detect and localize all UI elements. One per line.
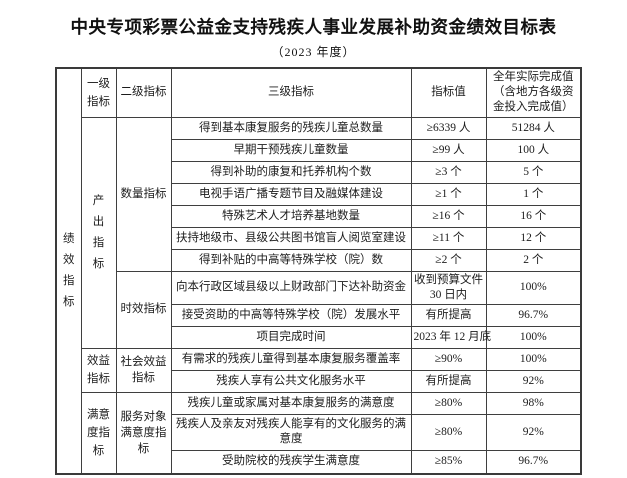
actual-cell: 100% [485, 325, 582, 349]
page-title: 中央专项彩票公益金支持残疾人事业发展补助资金绩效目标表 [70, 17, 557, 37]
indicator-cell: 项目完成时间 [170, 325, 412, 349]
actual-cell: 92% [485, 369, 582, 393]
actual-cell: 5 个 [485, 160, 582, 184]
table-row: 受助院校的残疾学生满意度 ≥85% 96.7% [56, 449, 582, 475]
header-target-value: 指标值 [410, 67, 487, 118]
indicator-cell: 得到补贴的中高等特殊学校（院）数 [170, 248, 412, 272]
target-cell: ≥80% [410, 413, 487, 451]
target-cell: ≥1 个 [410, 182, 487, 206]
indicator-cell: 得到基本康复服务的残疾儿童总数量 [170, 116, 412, 140]
indicator-cell: 受助院校的残疾学生满意度 [170, 449, 412, 475]
level1-satisfaction-label: 满意度指标 [87, 408, 110, 457]
level2-social-benefit-label: 社会效益指标 [120, 356, 167, 384]
target-cell: 2023 年 12 月底 [410, 325, 491, 349]
header-level1-label: 一级指标 [87, 77, 110, 108]
target-cell: 有所提高 [410, 303, 487, 327]
level2-service-satisfaction-label: 服务对象满意度指标 [120, 410, 167, 455]
actual-cell: 98% [485, 391, 582, 415]
level2-cell-timeliness: 时效指标 [115, 270, 172, 349]
table-row: 效益指标 社会效益指标 有需求的残疾儿童得到基本康复服务覆盖率 ≥90% 100… [56, 347, 582, 393]
indicator-cell: 向本行政区域县级以上财政部门下达补助资金 [170, 270, 412, 305]
target-cell: 收到预算文件 30 日内 [410, 270, 487, 305]
target-cell: ≥2 个 [410, 248, 487, 272]
table-row: 时效指标 向本行政区域县级以上财政部门下达补助资金 收到预算文件 30 日内 1… [56, 270, 582, 349]
actual-cell: 1 个 [485, 182, 582, 206]
level2-cell-quantity: 数量指标 [115, 116, 172, 272]
actual-cell: 100 人 [485, 138, 582, 162]
table-row: 产出指标 数量指标 得到基本康复服务的残疾儿童总数量 ≥6339 人 51284… [56, 116, 582, 349]
target-cell: ≥16 个 [410, 204, 487, 228]
actual-cell: 100% [485, 347, 582, 371]
page-subtitle: （2023 年度） [271, 45, 356, 59]
level1-benefit-label: 效益指标 [87, 355, 110, 385]
level2-cell-service-satisfaction: 服务对象满意度指标 [115, 391, 172, 475]
indicator-cell: 特殊艺术人才培养基地数量 [170, 204, 412, 228]
corner-label: 绩效指标 [63, 233, 75, 308]
actual-cell: 96.7% [485, 449, 582, 475]
target-cell: ≥85% [410, 449, 487, 475]
actual-cell: 16 个 [485, 204, 582, 228]
target-cell: ≥3 个 [410, 160, 487, 184]
header-level3: 三级指标 [170, 67, 412, 118]
table-row: 残疾人及亲友对残疾人能享有的文化服务的满意度 ≥80% 92% [56, 413, 582, 451]
actual-cell: 51284 人 [485, 116, 582, 140]
actual-cell: 12 个 [485, 226, 582, 250]
level1-cell-satisfaction: 满意度指标 [80, 391, 117, 475]
table-row: 接受资助的中高等特殊学校（院）发展水平 有所提高 96.7% [56, 303, 582, 327]
indicator-cell: 残疾人及亲友对残疾人能享有的文化服务的满意度 [170, 413, 412, 451]
actual-cell: 92% [485, 413, 582, 451]
actual-cell: 100% [485, 270, 582, 305]
target-cell: ≥80% [410, 391, 487, 415]
level1-output-label: 产出指标 [92, 194, 105, 270]
indicator-cell: 残疾儿童或家属对基本康复服务的满意度 [170, 391, 412, 415]
level1-cell-output: 产出指标 [80, 116, 117, 349]
table-row: 得到补助的康复和托养机构个数 ≥3 个 5 个 [56, 160, 582, 184]
performance-table: 绩效指标 一级指标 二级指标 三级指标 指标值 全年实际完成值 （含地方各级资 … [55, 67, 582, 475]
level2-cell-social-benefit: 社会效益指标 [115, 347, 172, 393]
indicator-cell: 电视手语广播专题节目及融媒体建设 [170, 182, 412, 206]
table-header-row: 绩效指标 一级指标 二级指标 三级指标 指标值 全年实际完成值 （含地方各级资 … [55, 67, 582, 475]
indicator-cell: 得到补助的康复和托养机构个数 [170, 160, 412, 184]
indicator-cell: 早期干预残疾儿童数量 [170, 138, 412, 162]
actual-cell: 2 个 [485, 248, 582, 272]
target-cell: ≥99 人 [410, 138, 487, 162]
header-level2: 二级指标 [115, 67, 172, 118]
target-cell: 有所提高 [410, 369, 487, 393]
indicator-cell: 残疾人享有公共文化服务水平 [170, 369, 412, 393]
table-row: 项目完成时间 2023 年 12 月底 100% [56, 325, 582, 349]
indicator-cell: 接受资助的中高等特殊学校（院）发展水平 [170, 303, 412, 327]
performance-table-container: 绩效指标 一级指标 二级指标 三级指标 指标值 全年实际完成值 （含地方各级资 … [55, 67, 582, 475]
table-row: 得到补贴的中高等特殊学校（院）数 ≥2 个 2 个 [56, 248, 582, 272]
table-row: 残疾人享有公共文化服务水平 有所提高 92% [56, 369, 582, 393]
target-cell: ≥90% [410, 347, 487, 371]
level1-cell-benefit: 效益指标 [80, 347, 117, 393]
indicator-cell: 扶持地级市、县级公共图书馆盲人阅览室建设 [170, 226, 412, 250]
target-cell: ≥11 个 [410, 226, 487, 250]
actual-cell: 96.7% [485, 303, 582, 327]
level2-quantity-label: 数量指标 [120, 187, 167, 200]
header-actual-value: 全年实际完成值 （含地方各级资 金投入完成值） [485, 67, 582, 118]
table-row: 扶持地级市、县级公共图书馆盲人阅览室建设 ≥11 个 12 个 [56, 226, 582, 250]
level2-timeliness-label: 时效指标 [120, 303, 167, 315]
table-row: 特殊艺术人才培养基地数量 ≥16 个 16 个 [56, 204, 582, 228]
target-cell: ≥6339 人 [410, 116, 487, 140]
header-level1: 一级指标 [80, 67, 117, 118]
indicator-cell: 有需求的残疾儿童得到基本康复服务覆盖率 [170, 347, 412, 371]
corner-cell-performance-indicator: 绩效指标 [55, 67, 82, 475]
table-row: 满意度指标 服务对象满意度指标 残疾儿童或家属对基本康复服务的满意度 ≥80% … [56, 391, 582, 475]
